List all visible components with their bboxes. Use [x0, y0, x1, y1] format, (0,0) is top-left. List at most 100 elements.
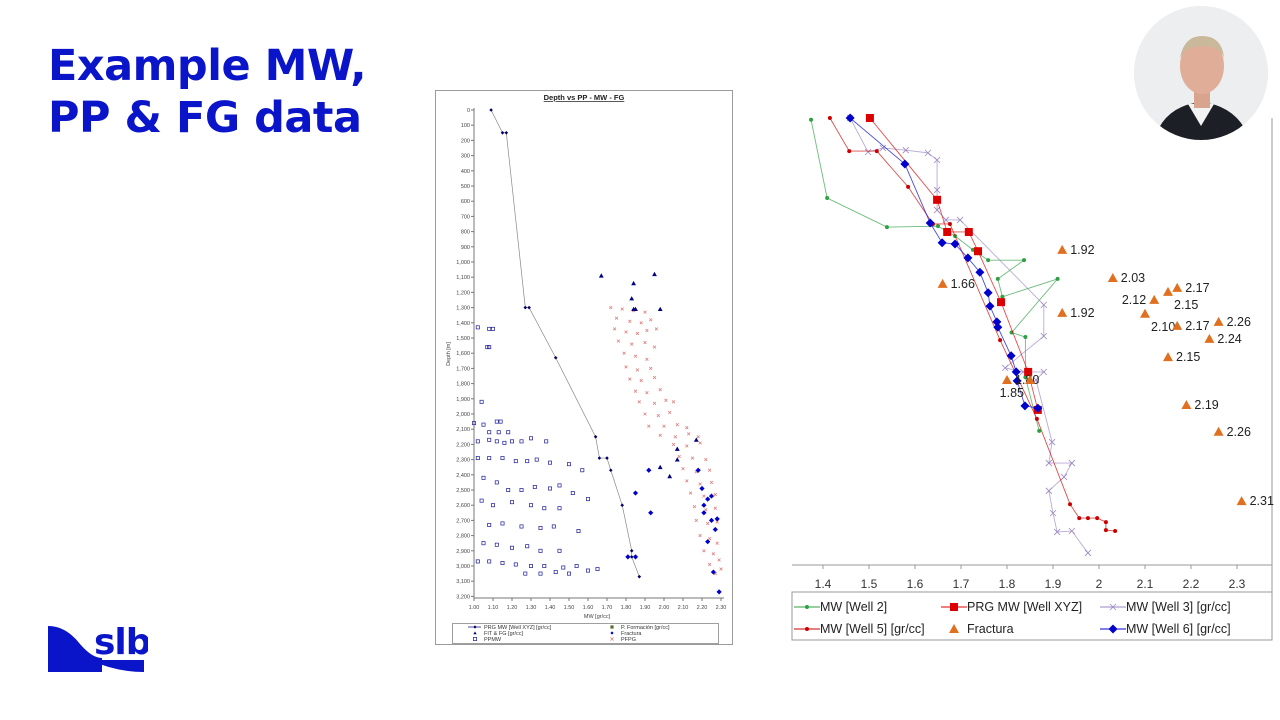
data-point: [510, 500, 514, 505]
data-point: [970, 247, 975, 252]
data-point: [595, 567, 600, 571]
data-point: [553, 355, 558, 360]
data-point: [674, 446, 680, 451]
series-prg-mw-well-xyz-gr-cc-: [489, 108, 642, 579]
data-point: [906, 184, 911, 189]
y-tick-label: 2,300: [456, 458, 470, 464]
data-point: [985, 301, 995, 311]
data-point: [548, 486, 552, 491]
data-point: [714, 516, 720, 522]
data-point: [1040, 368, 1048, 376]
data-point: [500, 456, 505, 461]
data-point: [1107, 273, 1118, 283]
series-fractura: [625, 467, 722, 595]
data-point: [656, 413, 660, 418]
chart-title: Depth vs PP - MW - FG: [544, 93, 625, 102]
data-point: [685, 444, 689, 448]
data-point: [510, 545, 514, 550]
data-point: [1057, 307, 1068, 317]
x-tick-label: 1.5: [861, 577, 878, 591]
data-point: [1095, 516, 1100, 521]
data-point: [542, 564, 547, 568]
data-point: [645, 328, 649, 333]
data-point: [523, 571, 528, 576]
data-point: [704, 508, 708, 512]
chart-frame: [435, 90, 733, 645]
data-point: [567, 462, 571, 467]
y-tick-label: 2,400: [456, 473, 470, 479]
legend-marker: [805, 605, 809, 609]
data-label: 2.19: [1194, 398, 1218, 412]
data-point: [632, 554, 639, 560]
data-point: [713, 492, 717, 497]
data-point: [586, 497, 590, 502]
series-ppmw: [472, 325, 600, 576]
data-point: [557, 548, 562, 553]
y-tick-label: 3,000: [456, 564, 470, 570]
data-point: [715, 520, 719, 524]
legend-marker: [610, 625, 614, 629]
data-point: [567, 571, 571, 576]
data-point: [657, 464, 663, 470]
series-mw-well-3-gr-cc-: [846, 114, 1092, 557]
data-point: [475, 559, 480, 564]
y-tick-label: 1,200: [456, 290, 470, 296]
y-tick-label: 1,900: [456, 397, 470, 403]
data-point: [1037, 428, 1042, 433]
x-tick-label: 2.10: [678, 605, 689, 611]
data-point: [1172, 320, 1183, 330]
legend-box: [791, 591, 1273, 641]
data-point: [489, 108, 493, 112]
data-point: [712, 526, 718, 533]
data-point: [1236, 496, 1247, 506]
data-point: [1025, 374, 1035, 384]
series-mw-well-6-gr-cc-: [845, 113, 1043, 413]
data-point: [1034, 416, 1039, 421]
data-point: [1049, 509, 1057, 517]
data-point: [681, 467, 685, 471]
data-label: 2.15: [1174, 298, 1198, 312]
data-point: [1033, 403, 1043, 413]
series-mw-well-5-gr-cc-: [827, 116, 1118, 534]
data-point: [956, 216, 964, 224]
data-label: 2.24: [1217, 332, 1241, 346]
legend-marker: [473, 631, 477, 635]
data-point: [612, 327, 617, 331]
x-tick-label: 1.30: [526, 605, 537, 611]
data-point: [708, 493, 715, 499]
y-tick-label: 2,700: [456, 518, 470, 524]
y-tick-label: 2,900: [456, 549, 470, 555]
data-point: [1012, 376, 1022, 386]
data-point: [622, 351, 626, 355]
x-tick-label: 2.00: [659, 605, 670, 611]
data-point: [1068, 527, 1076, 535]
data-point: [534, 457, 539, 462]
legend-marker: [949, 624, 959, 633]
data-point: [673, 435, 678, 439]
data-point: [494, 542, 499, 547]
y-tick-label: 0: [467, 108, 470, 114]
data-point: [1213, 316, 1224, 326]
data-point: [1023, 335, 1028, 340]
legend-label: PFPG: [621, 637, 636, 643]
data-point: [487, 326, 492, 331]
data-point: [527, 305, 531, 310]
data-point: [692, 505, 697, 509]
data-point: [1022, 258, 1027, 263]
data-point: [995, 276, 1000, 281]
data-point: [687, 432, 691, 436]
legend-marker: [805, 627, 809, 631]
y-tick-label: 1,000: [456, 260, 470, 266]
data-point: [637, 574, 642, 579]
data-point: [616, 339, 621, 343]
y-tick-label: 700: [461, 214, 470, 220]
y-tick-label: 1,700: [456, 366, 470, 372]
data-point: [658, 433, 662, 437]
data-point: [1023, 375, 1028, 380]
data-point: [597, 456, 602, 460]
data-point: [1001, 364, 1009, 372]
data-point: [1002, 374, 1012, 384]
data-point: [639, 378, 643, 383]
data-point: [707, 536, 712, 541]
data-point: [1113, 529, 1118, 534]
